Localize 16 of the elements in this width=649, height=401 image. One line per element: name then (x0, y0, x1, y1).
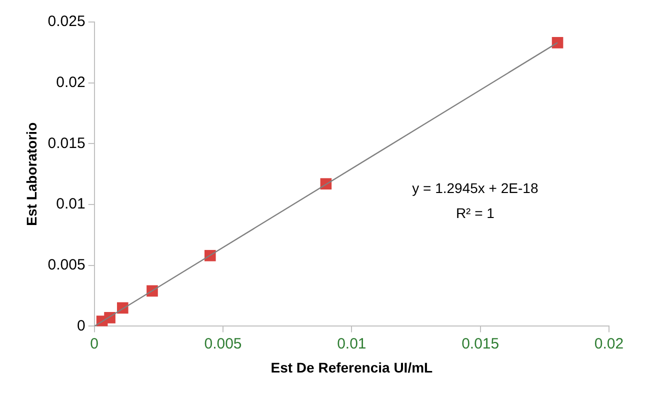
x-tick-label: 0.01 (337, 335, 366, 352)
y-tick-label: 0.015 (48, 134, 86, 152)
y-tick-label: 0.025 (48, 13, 86, 30)
x-axis-title: Est De Referencia UI/mL (270, 359, 434, 376)
x-tick-label: 0.015 (462, 335, 500, 352)
y-tick-label: 0.01 (56, 196, 86, 213)
x-tick-label: 0 (90, 335, 99, 352)
point (552, 37, 564, 48)
y-tick-label: 0.005 (48, 256, 86, 274)
y-tick-label: 0 (76, 317, 86, 334)
x-tick-label: 0.02 (594, 335, 624, 352)
annotation: y = 1.2945x + 2E-18 (412, 180, 538, 196)
y-axis-title: Est Laboratorio (23, 122, 40, 226)
y-tick-label: 0.02 (56, 74, 86, 91)
annotation: R² = 1 (456, 205, 495, 222)
x-tick-label: 0.005 (204, 335, 242, 352)
